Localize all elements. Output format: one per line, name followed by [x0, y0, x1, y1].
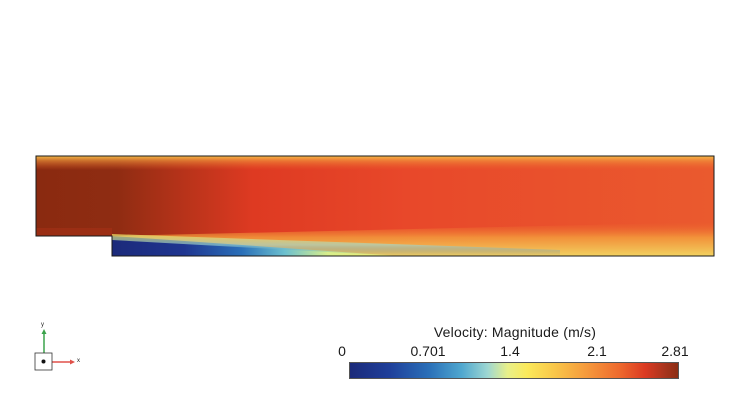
colorbar-tick-0: 0: [338, 343, 346, 359]
domain-outline: [35, 155, 715, 257]
colorbar-title: Velocity: Magnitude (m/s): [433, 324, 597, 340]
y-axis-label: y: [41, 322, 44, 328]
colorbar-tick-2: 1.4: [500, 343, 520, 359]
colorbar-tick-3: 2.1: [587, 343, 607, 359]
colorbar-legend[interactable]: Velocity: Magnitude (m/s) 0 0.701 1.4 2.…: [330, 322, 700, 382]
colorbar-tick-4: 2.81: [661, 343, 689, 359]
colorbar-gradient: [349, 362, 679, 379]
axis-triad: y x: [30, 322, 90, 374]
x-axis-label: x: [77, 358, 80, 364]
colorbar-tick-1: 0.701: [410, 343, 446, 359]
